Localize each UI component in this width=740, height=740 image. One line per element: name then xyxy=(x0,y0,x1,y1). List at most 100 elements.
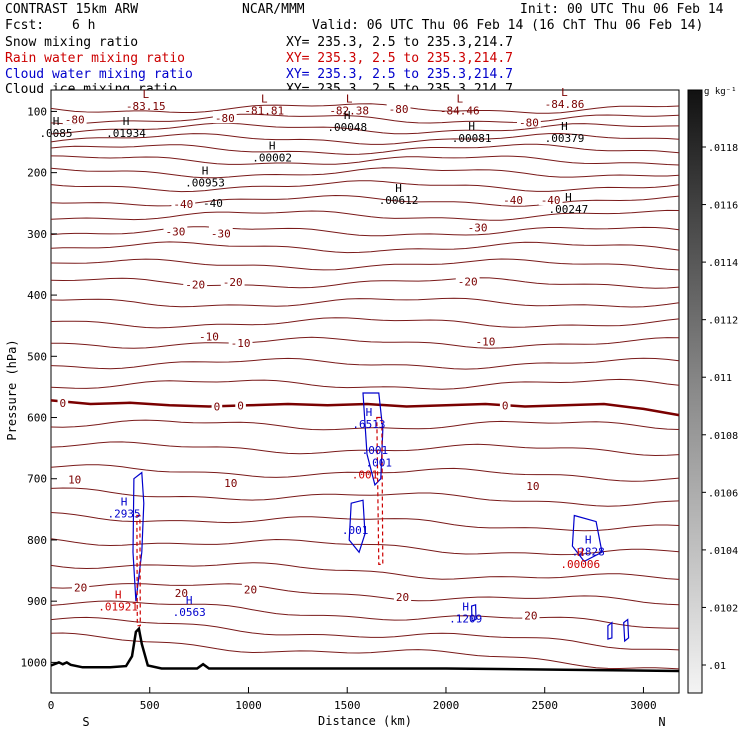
temperature-label: -40 xyxy=(503,194,523,207)
colorbar-tick-label: .0102 xyxy=(708,603,738,614)
temperature-contour-line xyxy=(50,562,680,580)
temperature-label: -30 xyxy=(165,225,185,238)
temperature-label-bg xyxy=(72,580,90,593)
colorbar-tick-label: .0114 xyxy=(708,258,738,269)
x-end-label-right: N xyxy=(658,715,665,729)
cloud-water-contour xyxy=(470,603,477,622)
extremum-marker: L xyxy=(346,92,353,105)
extremum-value: .00006 xyxy=(560,558,600,571)
y-tick-label: 700 xyxy=(27,473,47,486)
temperature-label: 0 xyxy=(214,400,221,413)
temperature-label: 20 xyxy=(244,584,257,597)
temperature-label-bg xyxy=(220,275,245,288)
temperature-contour-line xyxy=(50,122,680,135)
cloud-water-contour xyxy=(348,499,366,554)
temperature-label: 0 xyxy=(237,399,244,412)
contour-value-label: .001 xyxy=(362,444,389,457)
x-tick-label: 1000 xyxy=(235,699,262,712)
temperature-contour-line xyxy=(50,194,680,207)
extremum-marker: H xyxy=(344,109,351,122)
extremum-marker: H xyxy=(269,140,276,153)
colorbar-tick-label: .0116 xyxy=(708,201,738,212)
temperature-label-bg xyxy=(172,586,190,599)
temperature-label-bg xyxy=(222,476,240,489)
extremum-value: .00081 xyxy=(452,132,492,145)
extremum-value: .6513 xyxy=(352,418,385,431)
extremum-marker: H xyxy=(561,120,568,133)
extremum-value: -81.81 xyxy=(244,104,284,117)
temperature-label: -80 xyxy=(519,116,539,129)
colorbar-tick-label: .0106 xyxy=(708,488,738,499)
fcst-value: 6 h xyxy=(72,18,95,33)
temperature-contour-line xyxy=(50,297,680,308)
colorbar-tick-label: .0108 xyxy=(708,431,738,442)
temperature-contour-line xyxy=(50,487,680,507)
temperature-label: -30 xyxy=(211,227,231,240)
x-tick-label: 500 xyxy=(140,699,160,712)
temperature-contour-line xyxy=(50,600,680,629)
y-tick-label: 300 xyxy=(27,228,47,241)
temperature-label: 20 xyxy=(524,609,537,622)
temperature-contour-line xyxy=(50,632,680,670)
temperature-contour-line xyxy=(50,616,680,651)
temperature-label-bg xyxy=(197,329,221,342)
extremum-marker: H xyxy=(115,588,122,601)
temperature-label-bg xyxy=(211,399,223,412)
temperature-label-bg xyxy=(499,398,511,411)
terrain-line xyxy=(50,626,680,673)
colorbar-bar xyxy=(687,89,703,694)
extremum-value: .00247 xyxy=(549,203,589,216)
temperature-label-bg xyxy=(183,277,208,290)
temperature-label: -30 xyxy=(468,222,488,235)
temperature-label-bg xyxy=(524,479,542,492)
y-tick-label: 1000 xyxy=(21,656,48,669)
temperature-contour-line xyxy=(50,378,680,390)
temperature-contour-line xyxy=(50,167,680,179)
freezing-level-line xyxy=(50,399,680,417)
axes: 0 500 1000 1500 2000 2500 30001002003004005006… xyxy=(21,105,657,712)
plot-frame xyxy=(50,89,680,694)
temperature-label-bg xyxy=(522,608,540,621)
contour-value-label: .001 xyxy=(342,524,369,537)
colorbar-tick-label: .01 xyxy=(708,661,726,672)
temperature-label-bg xyxy=(212,111,237,124)
temperature-label-bg xyxy=(386,101,411,114)
temperature-contour-line xyxy=(50,464,680,482)
extremum-marker: H xyxy=(121,495,128,508)
extremum-value: .00379 xyxy=(545,132,585,145)
temperature-contour-line xyxy=(50,113,680,125)
extremum-marker: L xyxy=(561,86,568,99)
y-tick-label: 900 xyxy=(27,595,47,608)
temperature-label-bg xyxy=(465,220,490,233)
extremum-value: .00953 xyxy=(185,177,225,190)
extremum-value: -84.46 xyxy=(440,104,480,117)
extremum-value: .01934 xyxy=(106,127,146,140)
cloud-water-contour xyxy=(362,392,384,487)
colorbar-tick-label: .0104 xyxy=(708,546,738,557)
extremum-value: -83.15 xyxy=(126,100,166,113)
temperature-label: -20 xyxy=(185,279,205,292)
y-tick-label: 400 xyxy=(27,289,47,302)
field-rain-label: Rain water mixing ratio xyxy=(5,51,185,66)
contour-value-label: -40 xyxy=(203,197,223,210)
temperature-label-bg xyxy=(66,472,84,485)
temperature-contour-line xyxy=(50,226,680,237)
temperature-contour-line xyxy=(50,143,680,155)
extremum-marker: H xyxy=(468,120,475,133)
center-title: NCAR/MMM xyxy=(242,2,305,17)
temperature-contour-line xyxy=(50,277,680,289)
temperature-contour-line xyxy=(50,180,680,193)
cloud-water-contour xyxy=(132,471,145,602)
temperature-label: 10 xyxy=(526,480,539,493)
y-tick-label: 100 xyxy=(27,105,47,118)
extremum-value: .0563 xyxy=(173,606,206,619)
field-snow-xy: XY= 235.3, 2.5 to 235.3,214.7 xyxy=(286,35,513,50)
temperature-label: -80 xyxy=(65,113,85,126)
extremum-marker: H xyxy=(565,191,572,204)
x-axis-title: Distance (km) xyxy=(318,714,412,728)
temperature-label: 10 xyxy=(224,477,237,490)
x-tick-label: 3000 xyxy=(630,699,657,712)
extremum-marker: H xyxy=(53,115,60,128)
temperature-label: 20 xyxy=(175,587,188,600)
extremum-value: .00002 xyxy=(252,152,292,165)
